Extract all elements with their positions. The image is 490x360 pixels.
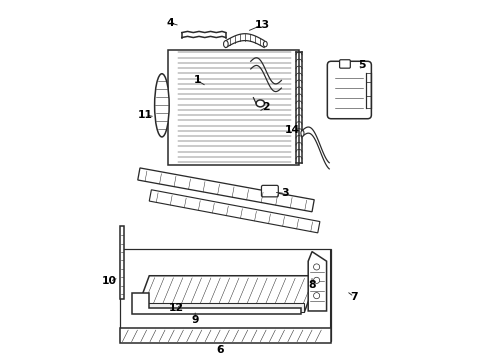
Text: 10: 10 [102, 276, 117, 287]
Ellipse shape [223, 41, 228, 48]
Text: 13: 13 [255, 20, 270, 30]
Text: 9: 9 [192, 315, 199, 325]
Text: 11: 11 [138, 110, 153, 120]
Circle shape [314, 277, 319, 283]
Ellipse shape [264, 41, 267, 47]
Circle shape [314, 293, 319, 299]
Text: 8: 8 [308, 280, 316, 290]
Text: 12: 12 [169, 303, 184, 313]
Text: 4: 4 [167, 18, 174, 28]
Text: 3: 3 [281, 188, 289, 198]
Text: 7: 7 [350, 292, 358, 302]
Polygon shape [136, 302, 304, 312]
Ellipse shape [301, 130, 304, 136]
Polygon shape [149, 190, 320, 233]
FancyBboxPatch shape [262, 185, 278, 197]
Polygon shape [136, 276, 318, 312]
Text: 14: 14 [285, 125, 300, 135]
FancyBboxPatch shape [120, 328, 331, 343]
Circle shape [314, 264, 319, 270]
Text: 2: 2 [262, 102, 270, 112]
Polygon shape [308, 252, 326, 311]
Text: 6: 6 [216, 346, 224, 355]
Text: 1: 1 [194, 76, 201, 85]
Polygon shape [132, 293, 300, 314]
FancyBboxPatch shape [340, 60, 350, 68]
FancyBboxPatch shape [327, 61, 371, 119]
Text: 5: 5 [358, 60, 366, 70]
Polygon shape [120, 226, 123, 299]
Ellipse shape [155, 74, 169, 137]
Ellipse shape [256, 100, 265, 107]
Polygon shape [138, 168, 314, 212]
Polygon shape [169, 50, 298, 165]
